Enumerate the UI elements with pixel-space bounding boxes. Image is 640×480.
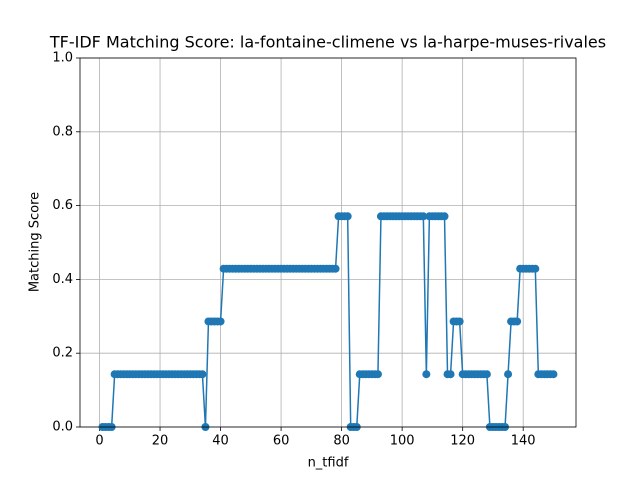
x-tick-label: 0 (95, 434, 103, 449)
x-tick-label: 120 (450, 434, 475, 449)
x-tick-label: 20 (152, 434, 169, 449)
data-point (482, 370, 491, 379)
y-tick-label: 0.4 (52, 272, 73, 287)
x-tick-label: 100 (390, 434, 415, 449)
data-point (216, 317, 225, 326)
y-tick-label: 0.8 (52, 124, 73, 139)
data-point (549, 370, 558, 379)
data-point (513, 317, 522, 326)
data-point (419, 212, 428, 221)
y-tick-label: 0.0 (52, 420, 73, 435)
data-point (198, 370, 207, 379)
x-tick-label: 60 (273, 434, 290, 449)
y-tick-label: 1.0 (52, 51, 73, 66)
plot-frame (79, 57, 577, 428)
data-point (373, 370, 382, 379)
chart-title: TF-IDF Matching Score: la-fontaine-clime… (49, 33, 606, 52)
data-point (446, 370, 455, 379)
data-point (455, 317, 464, 326)
data-point (422, 370, 431, 379)
x-tick-label: 80 (333, 434, 350, 449)
y-tick-label: 0.2 (52, 346, 73, 361)
y-tick-label: 0.6 (52, 198, 73, 213)
x-tick-label: 40 (212, 434, 229, 449)
data-point (331, 264, 340, 273)
data-point (531, 264, 540, 273)
y-axis-label: Matching Score (28, 192, 43, 292)
data-point (504, 370, 513, 379)
data-point (343, 212, 352, 221)
x-tick-label: 140 (511, 434, 536, 449)
data-point (440, 212, 449, 221)
x-axis-label: n_tfidf (308, 456, 349, 471)
